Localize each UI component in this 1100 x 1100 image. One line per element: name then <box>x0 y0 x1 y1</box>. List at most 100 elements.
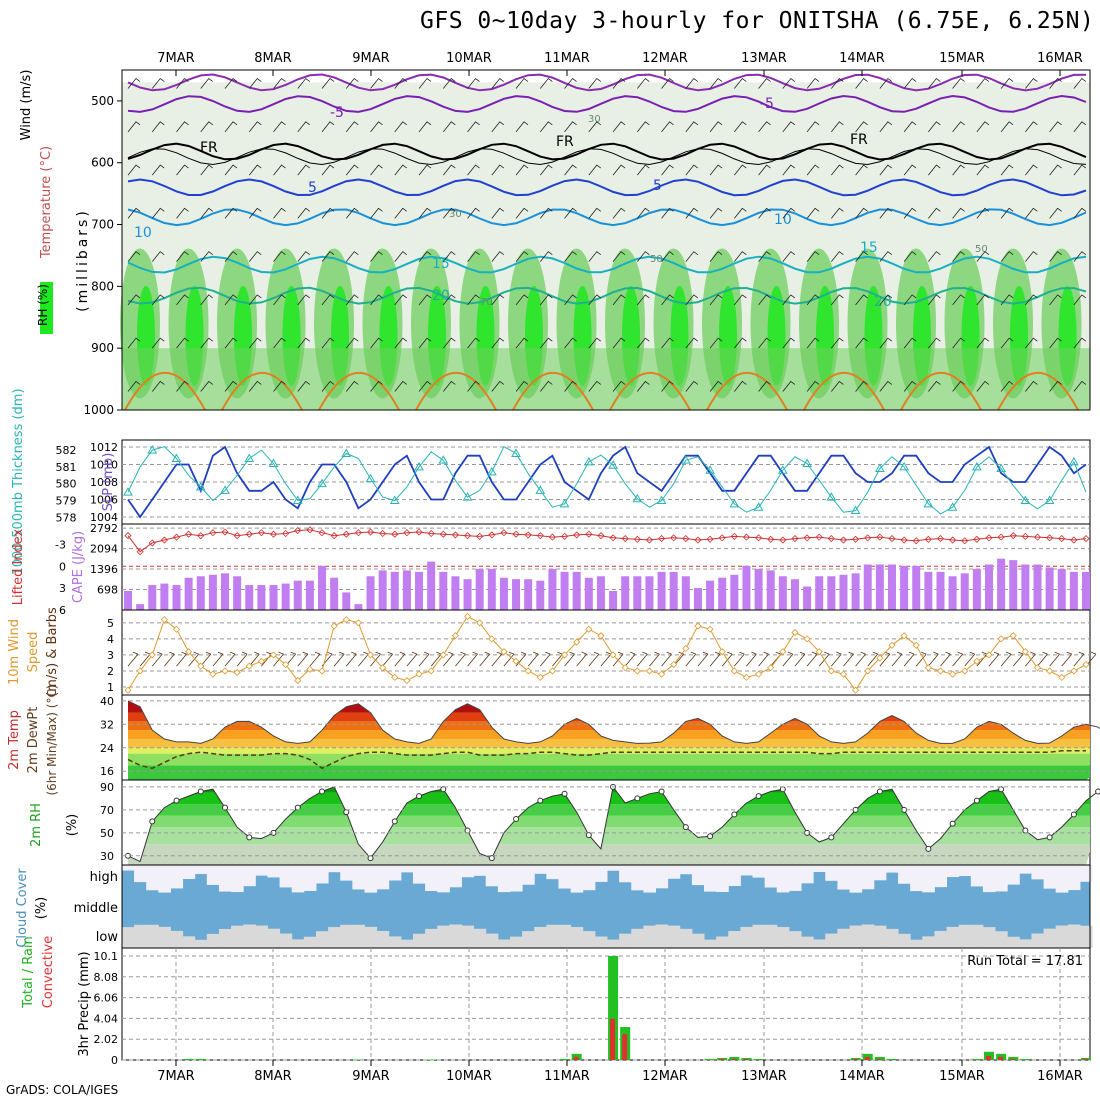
wind-barb <box>588 77 602 89</box>
isotherm-warm <box>124 371 206 411</box>
wind-barb <box>418 207 432 219</box>
wind-barb <box>200 164 213 176</box>
temp2m-tick-label: 24 <box>100 742 114 755</box>
cape-bar <box>148 585 157 610</box>
wind10-marker <box>815 648 823 656</box>
wind-barb <box>855 294 868 306</box>
wind10-marker <box>621 664 629 672</box>
wind-barb <box>491 337 505 349</box>
wind-barb <box>782 77 796 89</box>
lifted-marker <box>791 535 799 543</box>
wind-barb <box>709 77 723 89</box>
wind-barb <box>734 251 747 262</box>
wind-barb <box>637 121 650 133</box>
cloud-high <box>1055 865 1069 893</box>
cape-bar <box>293 580 302 610</box>
wind-barb <box>467 380 480 392</box>
wind-barb <box>467 251 480 262</box>
cape-bar <box>221 573 230 610</box>
wind10-marker <box>306 665 314 673</box>
lifted-marker <box>779 536 787 544</box>
cloud-low <box>425 928 438 948</box>
lifted-tick-label: 6 <box>59 604 66 617</box>
cloud-low <box>170 930 184 948</box>
cloud-low <box>255 925 268 948</box>
wind-barb <box>637 337 650 349</box>
isotherm-label: 5 <box>308 180 317 196</box>
wind-barb <box>418 251 432 262</box>
wind10-marker <box>633 667 641 675</box>
precip-total-bar <box>850 1057 861 1060</box>
wind-barb <box>151 77 165 89</box>
isotherm-warm <box>706 371 788 411</box>
cape-bar <box>912 565 921 610</box>
wind10-barb <box>224 651 236 667</box>
isotherm <box>127 208 1087 227</box>
precip-total-bar <box>195 1058 206 1060</box>
wind-barb <box>806 380 820 392</box>
wind-barb <box>539 294 553 306</box>
wind10-barb <box>333 651 345 667</box>
lifted-marker <box>257 529 265 537</box>
isotherm-label: 5 <box>653 178 662 194</box>
wind10-tick-label: 1 <box>107 681 114 694</box>
cloud-low <box>752 924 766 948</box>
rh2m-marker <box>149 818 156 825</box>
wind-barb <box>1000 380 1014 392</box>
cloud-high <box>837 865 851 890</box>
cloud-high <box>121 865 135 871</box>
date-label-top: 14MAR <box>839 51 885 66</box>
wind-barb <box>903 380 917 392</box>
wind-barb <box>345 337 359 349</box>
cape-bar <box>754 568 763 610</box>
date-label-bottom: 9MAR <box>352 1069 389 1084</box>
wind10-marker <box>997 635 1005 643</box>
wind-barb <box>321 164 335 176</box>
wind-barb <box>491 207 505 219</box>
isotherm-warm <box>900 371 982 411</box>
lifted-marker <box>912 537 920 545</box>
lifted-marker <box>815 533 823 541</box>
lifted-marker <box>463 532 472 540</box>
date-label-bottom: 7MAR <box>157 1069 194 1084</box>
wind10-barb <box>127 651 139 667</box>
wind-barb <box>976 251 990 262</box>
thickness-marker <box>971 461 982 471</box>
date-label-bottom: 8MAR <box>254 1069 291 1084</box>
wind10-marker <box>560 651 569 659</box>
y-tick-label: 600 <box>91 156 114 170</box>
cape-bar <box>342 592 351 610</box>
cloud-high <box>801 865 814 884</box>
lifted-marker <box>645 536 654 544</box>
lifted-marker <box>852 535 860 543</box>
wind-barb <box>734 294 747 306</box>
wind-barb <box>685 164 699 176</box>
precip-conv-bar <box>731 1058 737 1060</box>
wind-barb <box>297 164 311 176</box>
lifted-marker <box>924 535 932 543</box>
wind10-barb <box>1025 651 1036 667</box>
date-label-bottom: 11MAR <box>544 1069 590 1084</box>
cloud-low <box>934 930 948 948</box>
lifted-marker <box>342 530 350 538</box>
temp-axis-label: Temperature (°C) <box>39 146 54 259</box>
wind-barb <box>321 121 335 133</box>
pressure-axis-label: (millibars) <box>75 208 91 312</box>
wind-barb <box>151 207 165 219</box>
wind10-barb <box>297 651 309 667</box>
cloud-high <box>400 865 414 873</box>
date-label-top: 7MAR <box>157 51 194 66</box>
cape-bar <box>621 576 630 610</box>
cape-bar <box>233 576 242 610</box>
wind-barb <box>224 251 238 262</box>
cloud-high <box>958 865 972 877</box>
cloud-low <box>134 924 147 948</box>
wind-barb <box>782 337 796 349</box>
wind10-marker <box>876 654 884 662</box>
cloud-high <box>995 865 1008 892</box>
cloud-high <box>607 865 620 871</box>
wind-barb <box>1073 251 1087 262</box>
cape-bar <box>124 590 132 610</box>
wind10-marker <box>985 651 993 659</box>
rh2m-marker <box>585 832 592 839</box>
